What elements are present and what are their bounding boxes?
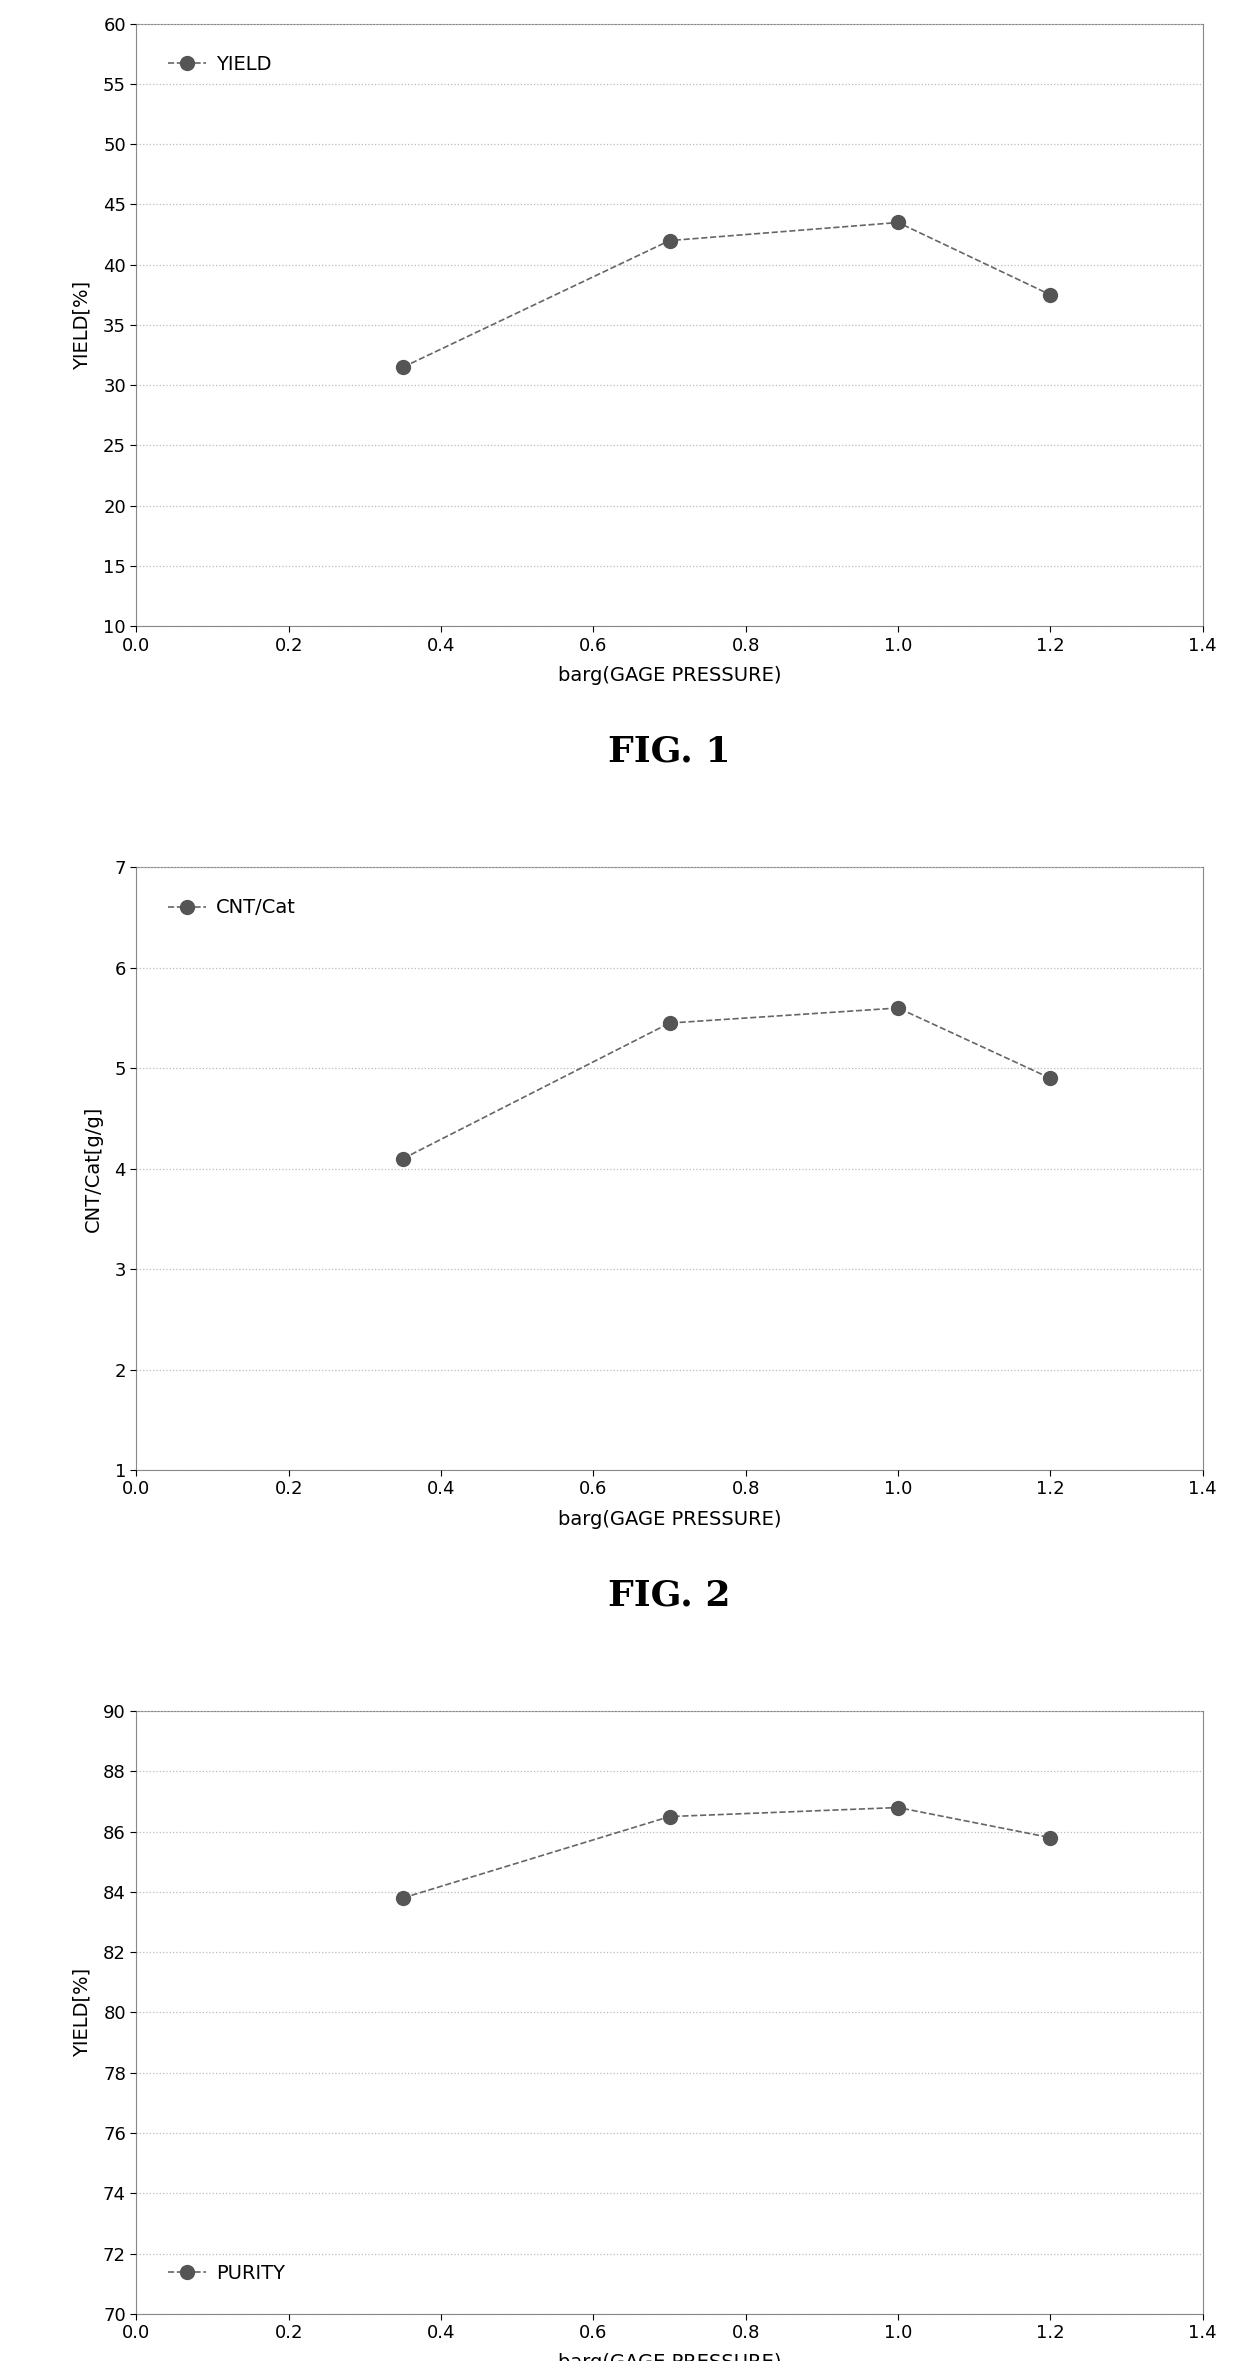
Y-axis label: CNT/Cat[g/g]: CNT/Cat[g/g] — [84, 1105, 103, 1232]
X-axis label: barg(GAGE PRESSURE): barg(GAGE PRESSURE) — [558, 666, 781, 685]
X-axis label: barg(GAGE PRESSURE): barg(GAGE PRESSURE) — [558, 1509, 781, 1528]
Legend: YIELD: YIELD — [160, 47, 279, 83]
Y-axis label: YIELD[%]: YIELD[%] — [73, 281, 92, 371]
Legend: CNT/Cat: CNT/Cat — [160, 890, 304, 926]
X-axis label: barg(GAGE PRESSURE): barg(GAGE PRESSURE) — [558, 2354, 781, 2361]
Text: FIG. 2: FIG. 2 — [609, 1580, 730, 1613]
Text: FIG. 1: FIG. 1 — [609, 734, 730, 770]
Legend: PURITY: PURITY — [160, 2255, 293, 2290]
Y-axis label: YIELD[%]: YIELD[%] — [73, 1967, 92, 2056]
